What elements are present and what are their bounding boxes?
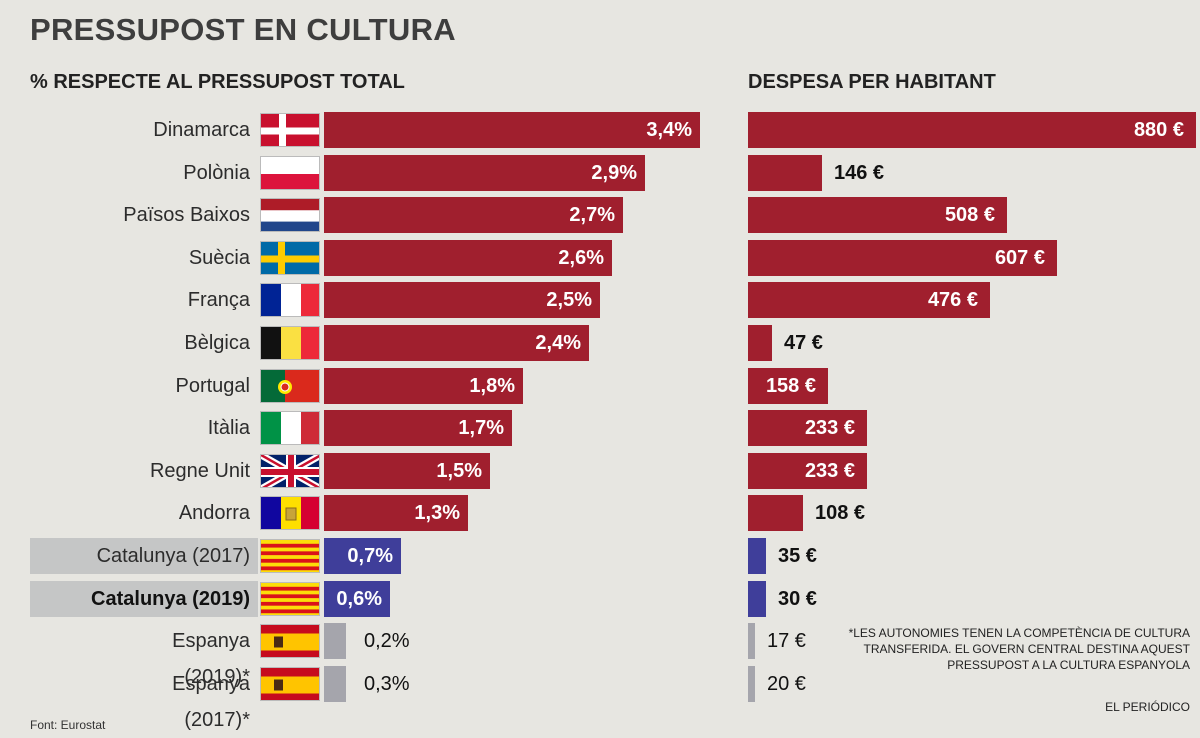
category-label-andorra: Andorra (178, 502, 250, 524)
category-label-suecia: Suècia (188, 247, 250, 269)
per-capita-value-catalunya-2019: 30 € (778, 588, 817, 610)
category-label-paisos-baixos: Països Baixos (123, 204, 250, 226)
flag-fr-icon (260, 283, 320, 317)
per-capita-value-paisos-baixos: 508 € (944, 204, 995, 226)
category-label-catalunya-2019: Catalunya (2019) (30, 581, 258, 617)
per-capita-value-portugal: 158 € (765, 375, 816, 397)
pct-value-paisos-baixos: 2,7% (569, 204, 615, 226)
pct-bar-polonia (324, 155, 645, 191)
pct-value-franca: 2,5% (546, 289, 592, 311)
per-capita-value-franca: 476 € (927, 289, 978, 311)
source-label: Font: Eurostat (30, 718, 106, 732)
flag-es-icon (260, 624, 320, 658)
pct-bar-portugal (324, 368, 523, 404)
per-capita-bar-polonia (748, 155, 822, 191)
pct-bar-belgica (324, 325, 589, 361)
pct-value-catalunya-2019: 0,6% (336, 588, 382, 610)
pct-value-andorra: 1,3% (414, 502, 460, 524)
flag-es-icon (260, 667, 320, 701)
flag-cat-icon (260, 582, 320, 616)
per-capita-bar-regne-unit (748, 453, 867, 489)
pct-bar-franca (324, 282, 600, 318)
category-label-belgica: Bèlgica (184, 332, 250, 354)
per-capita-value-italia: 233 € (804, 417, 855, 439)
footnote: *LES AUTONOMIES TENEN LA COMPETÈNCIA DE … (848, 626, 1190, 672)
pct-value-catalunya-2017: 0,7% (347, 545, 393, 567)
per-capita-bar-catalunya-2019 (748, 581, 766, 617)
flag-pt-icon (260, 369, 320, 403)
pct-bar-dinamarca (324, 112, 700, 148)
pct-bar-andorra (324, 495, 468, 531)
pct-bar-espanya-2017 (324, 666, 346, 702)
per-capita-value-andorra: 108 € (815, 502, 866, 524)
per-capita-value-belgica: 47 € (784, 332, 823, 354)
per-capita-bar-portugal (748, 368, 828, 404)
flag-be-icon (260, 326, 320, 360)
flag-cat-icon (260, 539, 320, 573)
pct-value-suecia: 2,6% (558, 247, 604, 269)
pct-bar-espanya-2019 (324, 623, 346, 659)
per-capita-bar-dinamarca (748, 112, 1196, 148)
per-capita-value-espanya-2019: 17 € (767, 630, 806, 652)
per-capita-value-suecia: 607 € (994, 247, 1045, 269)
category-label-polonia: Polònia (183, 162, 250, 184)
category-label-dinamarca: Dinamarca (153, 119, 250, 141)
category-label-catalunya-2017: Catalunya (2017) (30, 538, 258, 574)
per-capita-value-regne-unit: 233 € (804, 460, 855, 482)
per-capita-bar-espanya-2019 (748, 623, 755, 659)
pct-value-regne-unit: 1,5% (436, 460, 482, 482)
category-label-franca: França (187, 289, 250, 311)
per-capita-value-polonia: 146 € (834, 162, 885, 184)
flag-dk-icon (260, 113, 320, 147)
pct-bar-italia (324, 410, 512, 446)
flag-gb-icon (260, 454, 320, 488)
pct-value-espanya-2017: 0,3% (364, 673, 410, 695)
category-label-italia: Itàlia (207, 417, 250, 439)
flag-ad-icon (260, 496, 320, 530)
pct-bar-catalunya-2017 (324, 538, 401, 574)
flag-it-icon (260, 411, 320, 445)
pct-bar-suecia (324, 240, 612, 276)
pct-value-espanya-2019: 0,2% (364, 630, 410, 652)
flag-nl-icon (260, 198, 320, 232)
pct-bar-regne-unit (324, 453, 490, 489)
per-capita-bar-italia (748, 410, 867, 446)
per-capita-bar-belgica (748, 325, 772, 361)
per-capita-value-espanya-2017: 20 € (767, 673, 806, 695)
category-label-espanya-2019: Espanya (2019)* (172, 630, 250, 688)
pct-value-polonia: 2,9% (591, 162, 637, 184)
left-chart-title: % RESPECTE AL PRESSUPOST TOTAL (30, 71, 405, 93)
pct-value-dinamarca: 3,4% (646, 119, 692, 141)
per-capita-bar-catalunya-2017 (748, 538, 766, 574)
right-chart-title: DESPESA PER HABITANT (748, 71, 996, 93)
category-label-regne-unit: Regne Unit (149, 460, 250, 482)
per-capita-bar-espanya-2017 (748, 666, 755, 702)
per-capita-bar-andorra (748, 495, 803, 531)
per-capita-bar-paisos-baixos (748, 197, 1007, 233)
pct-bar-paisos-baixos (324, 197, 623, 233)
per-capita-bar-franca (748, 282, 990, 318)
page-title: PRESSUPOST EN CULTURA (30, 12, 456, 47)
per-capita-value-catalunya-2017: 35 € (778, 545, 817, 567)
per-capita-bar-suecia (748, 240, 1057, 276)
pct-value-portugal: 1,8% (469, 375, 515, 397)
pct-value-italia: 1,7% (458, 417, 504, 439)
flag-pl-icon (260, 156, 320, 190)
category-label-portugal: Portugal (175, 375, 251, 397)
pct-value-belgica: 2,4% (535, 332, 581, 354)
publisher-credit: EL PERIÓDICO (1105, 700, 1190, 714)
pct-bar-catalunya-2019 (324, 581, 390, 617)
per-capita-value-dinamarca: 880 € (1133, 119, 1184, 141)
flag-se-icon (260, 241, 320, 275)
category-label-espanya-2017: Espanya (2017)* (172, 673, 250, 731)
